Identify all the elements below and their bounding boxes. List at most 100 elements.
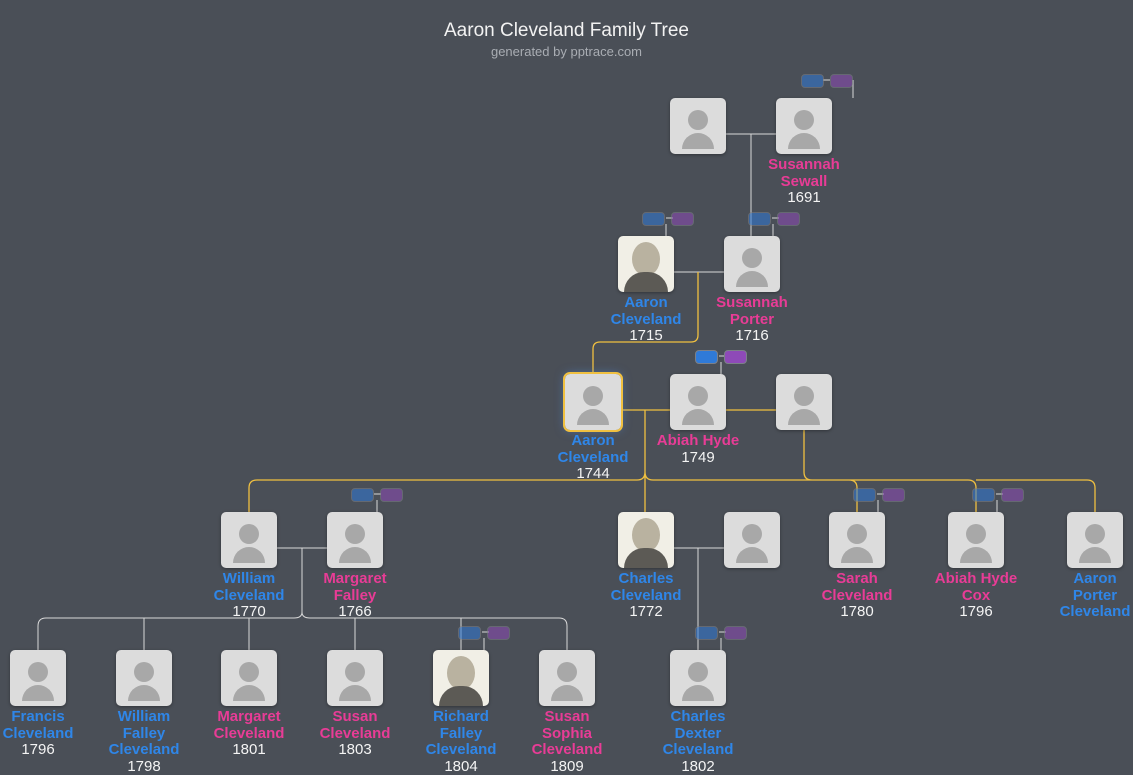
- avatar-placeholder-icon: [847, 524, 867, 544]
- father-expand-button[interactable]: [695, 350, 718, 364]
- father-expand-button[interactable]: [642, 212, 665, 226]
- mother-expand-button[interactable]: [724, 350, 747, 364]
- father-expand-button[interactable]: [748, 212, 771, 226]
- avatar-placeholder-icon: [233, 685, 265, 701]
- person-birth-year: 1772: [581, 604, 711, 621]
- father-expand-button[interactable]: [695, 626, 718, 640]
- person-name[interactable]: Richard Falley Cleveland: [416, 709, 506, 759]
- person-name[interactable]: Aaron Cleveland: [601, 295, 691, 328]
- avatar-placeholder-icon: [688, 662, 708, 682]
- person-card[interactable]: [539, 650, 595, 706]
- person-card[interactable]: [221, 650, 277, 706]
- mother-expand-button[interactable]: [724, 626, 747, 640]
- avatar-placeholder-icon: [339, 547, 371, 563]
- person-name[interactable]: Susan Sophia Cleveland: [522, 709, 612, 759]
- person-card[interactable]: [565, 374, 621, 430]
- person-card[interactable]: [618, 236, 674, 292]
- avatar-placeholder-icon: [339, 685, 371, 701]
- person-card[interactable]: [327, 512, 383, 568]
- person-name[interactable]: Francis Cleveland: [0, 709, 83, 742]
- avatar-placeholder-icon: [682, 409, 714, 425]
- person-name[interactable]: Margaret Cleveland: [204, 709, 294, 742]
- avatar-placeholder-icon: [28, 662, 48, 682]
- mother-expand-button[interactable]: [487, 626, 510, 640]
- person-name[interactable]: Sarah Cleveland: [812, 571, 902, 604]
- person-card[interactable]: [1067, 512, 1123, 568]
- person-name[interactable]: Margaret Falley: [310, 571, 400, 604]
- avatar-placeholder-icon: [239, 662, 259, 682]
- portrait-photo: [439, 686, 483, 706]
- person-birth-year: 1796: [911, 604, 1041, 621]
- avatar-placeholder-icon: [1079, 547, 1111, 563]
- avatar-placeholder-icon: [688, 110, 708, 130]
- father-expand-button[interactable]: [972, 488, 995, 502]
- person-card[interactable]: [618, 512, 674, 568]
- person-card[interactable]: [829, 512, 885, 568]
- portrait-photo: [632, 242, 660, 276]
- avatar-placeholder-icon: [960, 547, 992, 563]
- person-name[interactable]: Susannah Sewall: [759, 157, 849, 190]
- person-card[interactable]: [724, 512, 780, 568]
- avatar-placeholder-icon: [736, 547, 768, 563]
- person-card[interactable]: [948, 512, 1004, 568]
- father-expand-button[interactable]: [801, 74, 824, 88]
- avatar-placeholder-icon: [688, 386, 708, 406]
- father-expand-button[interactable]: [351, 488, 374, 502]
- person-name[interactable]: Abiah Hyde: [633, 433, 763, 450]
- portrait-photo: [624, 272, 668, 292]
- person-card[interactable]: [670, 98, 726, 154]
- avatar-placeholder-icon: [233, 547, 265, 563]
- person-card[interactable]: [116, 650, 172, 706]
- avatar-placeholder-icon: [682, 133, 714, 149]
- avatar-placeholder-icon: [788, 409, 820, 425]
- person-name[interactable]: Aaron Cleveland: [548, 433, 638, 466]
- avatar-placeholder-icon: [22, 685, 54, 701]
- person-name[interactable]: Charles Dexter Cleveland: [653, 709, 743, 759]
- person-card[interactable]: [221, 512, 277, 568]
- person-name[interactable]: Charles Cleveland: [601, 571, 691, 604]
- avatar-placeholder-icon: [239, 524, 259, 544]
- person-birth-year: 1798: [79, 759, 209, 775]
- mother-expand-button[interactable]: [882, 488, 905, 502]
- person-card[interactable]: [433, 650, 489, 706]
- avatar-placeholder-icon: [583, 386, 603, 406]
- avatar-placeholder-icon: [788, 133, 820, 149]
- person-card[interactable]: [724, 236, 780, 292]
- person-card[interactable]: [776, 98, 832, 154]
- avatar-placeholder-icon: [577, 409, 609, 425]
- person-name[interactable]: William Falley Cleveland: [99, 709, 189, 759]
- avatar-placeholder-icon: [682, 685, 714, 701]
- mother-expand-button[interactable]: [380, 488, 403, 502]
- avatar-placeholder-icon: [557, 662, 577, 682]
- mother-expand-button[interactable]: [1001, 488, 1024, 502]
- father-expand-button[interactable]: [458, 626, 481, 640]
- person-card[interactable]: [10, 650, 66, 706]
- avatar-placeholder-icon: [128, 685, 160, 701]
- person-card[interactable]: [776, 374, 832, 430]
- person-name[interactable]: Aaron Porter Cleveland: [1050, 571, 1133, 621]
- person-label[interactable]: Aaron Porter Cleveland: [1030, 571, 1133, 621]
- person-card[interactable]: [670, 650, 726, 706]
- mother-expand-button[interactable]: [671, 212, 694, 226]
- person-name[interactable]: William Cleveland: [204, 571, 294, 604]
- person-birth-year: 1749: [633, 450, 763, 467]
- mother-expand-button[interactable]: [777, 212, 800, 226]
- father-expand-button[interactable]: [853, 488, 876, 502]
- avatar-placeholder-icon: [345, 524, 365, 544]
- person-name[interactable]: Abiah Hyde Cox: [931, 571, 1021, 604]
- person-name[interactable]: Susannah Porter: [707, 295, 797, 328]
- mother-expand-button[interactable]: [830, 74, 853, 88]
- person-birth-year: 1809: [502, 759, 632, 775]
- person-card[interactable]: [670, 374, 726, 430]
- person-name[interactable]: Susan Cleveland: [310, 709, 400, 742]
- person-card[interactable]: [327, 650, 383, 706]
